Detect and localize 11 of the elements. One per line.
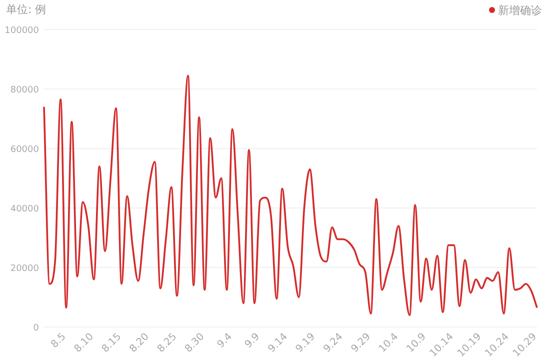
y-tick-label: 80000 xyxy=(10,86,40,96)
x-tick-label: 9.9 xyxy=(243,331,262,350)
y-tick-label: 0 xyxy=(33,324,40,334)
x-tick-label: 8.5 xyxy=(49,331,68,350)
y-axis-title: 单位: 例 xyxy=(6,3,46,16)
y-tick-label: 20000 xyxy=(10,264,40,274)
legend-label: 新增确诊 xyxy=(498,4,542,17)
y-tick-label: 60000 xyxy=(10,145,40,155)
y-tick-label: 40000 xyxy=(10,204,40,214)
y-tick-label: 100000 xyxy=(4,26,40,36)
x-tick-label: 9.4 xyxy=(215,331,234,350)
